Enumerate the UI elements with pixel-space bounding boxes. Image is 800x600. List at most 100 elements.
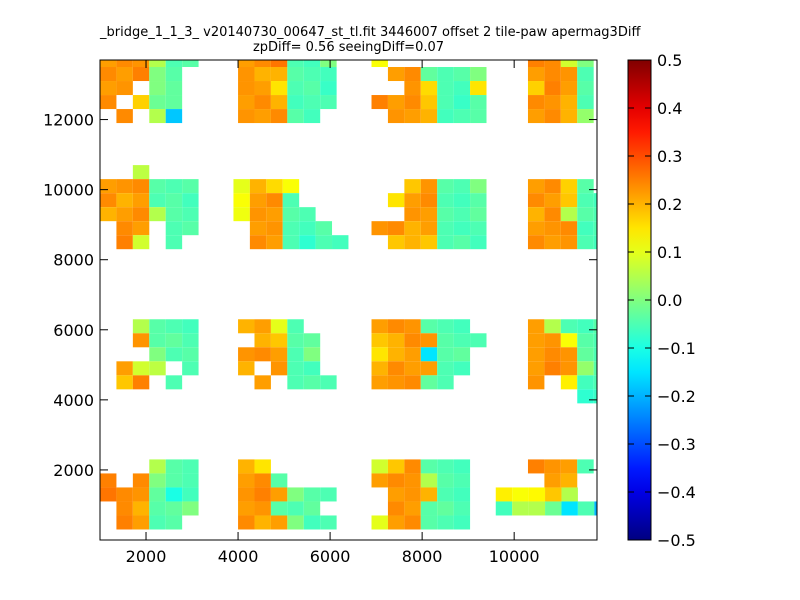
heatmap-cell <box>149 109 166 124</box>
heatmap-cell <box>270 60 288 68</box>
heatmap-cell <box>470 179 487 194</box>
heatmap-cell <box>453 109 471 124</box>
heatmap-cell <box>420 207 438 222</box>
heatmap-cell <box>560 207 578 222</box>
heatmap-cell <box>404 487 421 502</box>
colorbar-tick-label: −0.4 <box>657 483 696 502</box>
heatmap-cell <box>437 375 454 390</box>
heatmap-cell <box>577 375 594 390</box>
heatmap-cell <box>165 501 183 516</box>
heatmap-cell <box>149 501 166 516</box>
heatmap-cell <box>527 179 545 194</box>
heatmap-cell <box>282 193 300 208</box>
heatmap-cell <box>303 95 321 110</box>
heatmap-cell <box>512 501 529 516</box>
heatmap-cell <box>182 207 199 222</box>
heatmap-cell <box>527 347 545 362</box>
heatmap-cell <box>100 179 117 194</box>
heatmap-cell <box>593 207 597 222</box>
heatmap-cell <box>544 95 561 110</box>
heatmap-cell <box>594 501 597 516</box>
heatmap-cell <box>404 333 421 348</box>
heatmap-cell <box>577 361 594 376</box>
heatmap-cell <box>404 95 421 110</box>
heatmap-cell <box>132 473 150 488</box>
heatmap-cell <box>387 221 405 236</box>
heatmap-cell <box>387 319 405 334</box>
heatmap-cell <box>544 60 561 68</box>
heatmap-cell <box>437 235 454 250</box>
heatmap-cell <box>165 67 183 82</box>
heatmap-cells <box>100 60 597 530</box>
heatmap-cell <box>320 81 337 96</box>
heatmap-cell <box>132 501 150 516</box>
heatmap-cell <box>270 333 288 348</box>
heatmap-cell <box>453 347 471 362</box>
y-tick-label: 10000 <box>43 181 94 200</box>
heatmap-cell <box>404 501 421 516</box>
heatmap-cell <box>116 60 133 68</box>
heatmap-cell <box>437 501 454 516</box>
heatmap-cell <box>387 375 405 390</box>
heatmap-cell <box>560 95 578 110</box>
heatmap-cell <box>577 60 594 68</box>
heatmap-cell <box>387 501 405 516</box>
heatmap-cell <box>453 361 471 376</box>
heatmap-cell <box>238 501 255 516</box>
heatmap-cell <box>149 333 166 348</box>
heatmap-cell <box>266 207 283 222</box>
heatmap-cell <box>182 361 199 376</box>
heatmap-cell <box>149 207 166 222</box>
heatmap-cell <box>420 95 438 110</box>
heatmap-cell <box>132 67 150 82</box>
heatmap-cell <box>332 235 349 250</box>
heatmap-cell <box>149 487 166 502</box>
heatmap-cell <box>238 515 255 530</box>
heatmap-cell <box>527 95 545 110</box>
heatmap-cell <box>404 235 421 250</box>
heatmap-cell <box>182 179 199 194</box>
heatmap-cell <box>545 487 562 502</box>
heatmap-cell <box>116 221 133 236</box>
heatmap-cell <box>437 67 454 82</box>
heatmap-cell <box>165 60 183 68</box>
heatmap-cell <box>165 207 183 222</box>
heatmap-cell <box>593 221 597 236</box>
heatmap-cell <box>303 375 321 390</box>
heatmap-cell <box>453 193 471 208</box>
heatmap-cell <box>560 375 578 390</box>
heatmap-cell <box>577 333 594 348</box>
heatmap-cell <box>149 459 166 474</box>
heatmap-cell <box>420 319 438 334</box>
heatmap-cell <box>299 235 316 250</box>
colorbar-tick-label: −0.1 <box>657 339 696 358</box>
heatmap-cell <box>320 375 337 390</box>
heatmap-cell <box>560 459 578 474</box>
heatmap-cell <box>270 487 288 502</box>
heatmap-cell <box>371 515 388 530</box>
heatmap-cell <box>238 361 255 376</box>
heatmap-cell <box>287 487 304 502</box>
heatmap-cell <box>437 459 454 474</box>
heatmap-cell <box>470 109 487 124</box>
heatmap-cell <box>544 319 561 334</box>
heatmap-cell <box>182 319 199 334</box>
heatmap-cell <box>303 515 321 530</box>
heatmap-cell <box>100 60 117 68</box>
heatmap-cell <box>282 179 300 194</box>
heatmap-cell <box>577 193 594 208</box>
heatmap-cell <box>593 361 597 376</box>
heatmap-cell <box>249 235 267 250</box>
heatmap-cell <box>420 235 438 250</box>
heatmap-cell <box>132 375 150 390</box>
heatmap-cell <box>387 361 405 376</box>
x-tick-label: 10000 <box>489 547 540 566</box>
heatmap-cell <box>453 81 471 96</box>
heatmap-cell <box>560 473 578 488</box>
heatmap-cell <box>233 207 250 222</box>
heatmap-cell <box>303 60 321 68</box>
heatmap-cell <box>387 473 405 488</box>
heatmap-cell <box>238 319 255 334</box>
heatmap-cell <box>287 60 304 68</box>
